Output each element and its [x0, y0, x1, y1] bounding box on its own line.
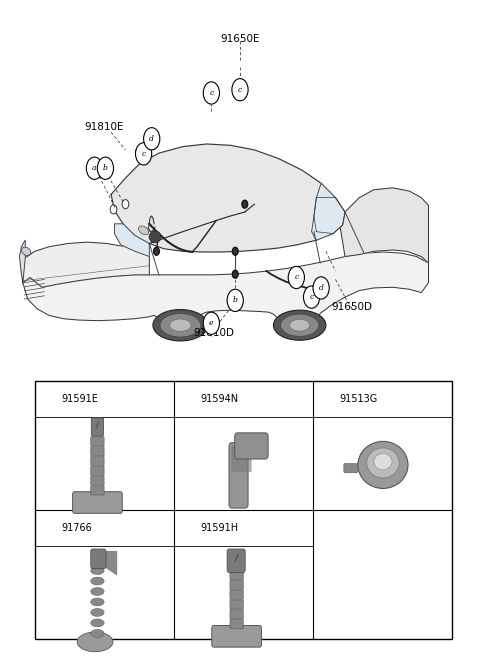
Text: 91766: 91766 — [61, 523, 92, 533]
Ellipse shape — [153, 309, 208, 341]
FancyBboxPatch shape — [344, 464, 358, 473]
Circle shape — [97, 157, 114, 179]
Polygon shape — [115, 224, 149, 256]
Ellipse shape — [91, 577, 104, 585]
Circle shape — [178, 390, 191, 408]
FancyBboxPatch shape — [230, 600, 243, 609]
Text: 91650E: 91650E — [220, 34, 260, 44]
Ellipse shape — [139, 226, 149, 235]
FancyBboxPatch shape — [230, 610, 243, 619]
FancyBboxPatch shape — [35, 381, 452, 639]
Circle shape — [154, 248, 159, 255]
Polygon shape — [336, 188, 429, 263]
Text: 91810E: 91810E — [84, 122, 124, 132]
Circle shape — [38, 390, 52, 408]
Circle shape — [135, 143, 152, 165]
Circle shape — [178, 519, 191, 537]
FancyBboxPatch shape — [212, 625, 262, 647]
Polygon shape — [232, 447, 251, 472]
Ellipse shape — [91, 598, 104, 606]
Circle shape — [110, 205, 117, 214]
FancyBboxPatch shape — [91, 457, 104, 466]
Ellipse shape — [149, 231, 161, 243]
Circle shape — [288, 266, 304, 288]
Text: 91591E: 91591E — [61, 394, 98, 404]
Polygon shape — [314, 198, 345, 234]
Circle shape — [232, 270, 238, 278]
Circle shape — [203, 312, 219, 334]
Ellipse shape — [22, 247, 31, 256]
Polygon shape — [23, 252, 429, 328]
Text: e: e — [182, 524, 187, 532]
FancyBboxPatch shape — [91, 418, 104, 436]
FancyBboxPatch shape — [91, 447, 104, 456]
Text: 91810D: 91810D — [193, 328, 234, 338]
Text: c: c — [142, 150, 146, 158]
Text: d: d — [319, 284, 324, 292]
Circle shape — [242, 200, 248, 208]
Text: e: e — [209, 319, 214, 327]
Circle shape — [232, 79, 248, 101]
FancyBboxPatch shape — [91, 466, 104, 476]
Circle shape — [313, 277, 329, 299]
Circle shape — [303, 286, 320, 308]
Ellipse shape — [358, 442, 408, 488]
Circle shape — [317, 390, 330, 408]
Text: c: c — [238, 85, 242, 94]
Text: d: d — [149, 135, 154, 143]
Ellipse shape — [281, 314, 319, 336]
Text: b: b — [103, 164, 108, 172]
Ellipse shape — [77, 632, 113, 652]
Polygon shape — [93, 552, 117, 574]
Circle shape — [122, 200, 129, 209]
Text: c: c — [322, 395, 325, 403]
Ellipse shape — [91, 587, 104, 595]
FancyBboxPatch shape — [91, 486, 104, 495]
Text: 91650D: 91650D — [332, 302, 372, 312]
Polygon shape — [20, 240, 25, 283]
FancyBboxPatch shape — [229, 443, 248, 508]
FancyBboxPatch shape — [227, 549, 245, 572]
Ellipse shape — [91, 629, 104, 637]
Polygon shape — [21, 242, 149, 287]
Circle shape — [144, 127, 160, 150]
Polygon shape — [111, 144, 345, 252]
Ellipse shape — [374, 453, 392, 470]
Text: b: b — [233, 296, 238, 304]
Text: 91513G: 91513G — [339, 394, 378, 404]
FancyBboxPatch shape — [230, 570, 243, 579]
FancyBboxPatch shape — [91, 437, 104, 446]
Text: c: c — [294, 273, 299, 281]
Circle shape — [227, 289, 243, 311]
Ellipse shape — [160, 313, 201, 337]
Ellipse shape — [91, 566, 104, 574]
Ellipse shape — [169, 319, 191, 331]
Ellipse shape — [91, 619, 104, 627]
Ellipse shape — [274, 310, 326, 340]
FancyBboxPatch shape — [91, 549, 106, 568]
Text: d: d — [43, 524, 48, 532]
FancyBboxPatch shape — [72, 491, 122, 513]
FancyBboxPatch shape — [91, 476, 104, 485]
FancyBboxPatch shape — [230, 620, 243, 629]
Circle shape — [38, 519, 52, 537]
Ellipse shape — [367, 448, 399, 478]
Text: b: b — [182, 395, 187, 403]
Text: c: c — [310, 293, 314, 301]
Text: c: c — [209, 89, 214, 97]
FancyBboxPatch shape — [230, 580, 243, 589]
Ellipse shape — [289, 319, 310, 331]
Circle shape — [203, 82, 219, 104]
Text: 91591H: 91591H — [200, 523, 239, 533]
FancyBboxPatch shape — [235, 433, 268, 459]
Circle shape — [232, 248, 238, 255]
Text: a: a — [92, 164, 96, 172]
FancyBboxPatch shape — [230, 590, 243, 599]
Circle shape — [86, 157, 103, 179]
Polygon shape — [312, 183, 345, 240]
Text: a: a — [43, 395, 48, 403]
Text: 91594N: 91594N — [200, 394, 239, 404]
Ellipse shape — [91, 608, 104, 616]
